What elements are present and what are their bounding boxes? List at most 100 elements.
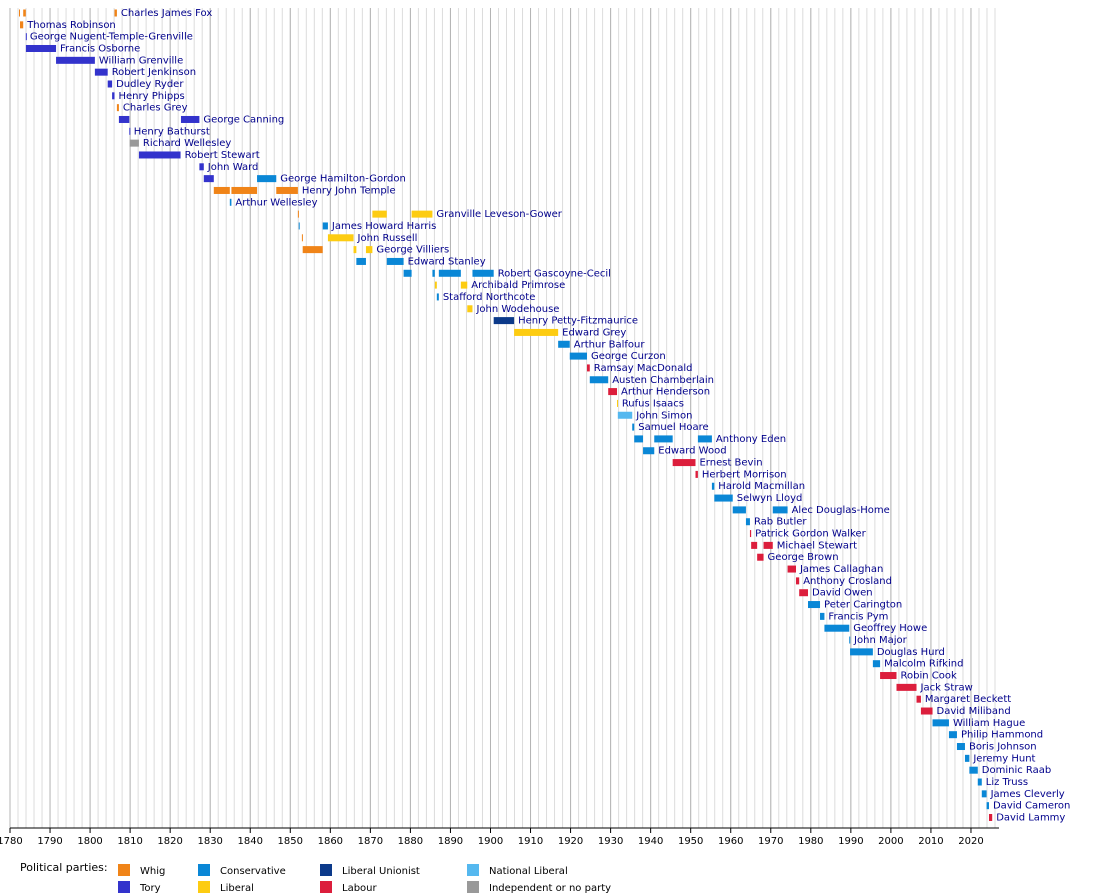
x-tick-label: 1800 xyxy=(77,836,102,847)
term-bar xyxy=(850,648,873,656)
term-bar xyxy=(19,9,21,17)
legend-swatch xyxy=(198,864,210,876)
term-bar xyxy=(589,376,609,384)
term-bar xyxy=(617,399,619,407)
term-bar xyxy=(138,151,181,159)
person-label: Selwyn Lloyd xyxy=(737,493,803,504)
person-label: Rufus Isaacs xyxy=(622,398,684,409)
term-bar xyxy=(617,411,633,419)
person-label: Ernest Bevin xyxy=(699,458,762,469)
person-label: George Nugent-Temple-Grenville xyxy=(30,32,193,43)
term-bar xyxy=(365,246,373,254)
person-label: Samuel Hoare xyxy=(638,422,708,433)
term-bar xyxy=(880,672,897,680)
term-bar xyxy=(986,802,989,810)
person-label: Henry Bathurst xyxy=(134,126,210,137)
term-bar xyxy=(356,257,366,265)
x-tick-label: 1930 xyxy=(598,836,623,847)
term-bar xyxy=(322,222,328,230)
person-label: Archibald Primrose xyxy=(471,280,565,291)
term-bar xyxy=(981,790,987,798)
person-label: James Callaghan xyxy=(799,564,883,575)
person-label: John Major xyxy=(853,635,908,646)
x-tick-label: 1940 xyxy=(638,836,663,847)
term-bar xyxy=(956,743,965,751)
term-bar xyxy=(697,435,712,443)
term-bar xyxy=(714,494,733,502)
person-label: Edward Stanley xyxy=(408,256,486,267)
x-tick-label: 1900 xyxy=(478,836,503,847)
person-label: Richard Wellesley xyxy=(143,138,231,149)
term-bar xyxy=(56,56,95,64)
term-bar xyxy=(964,754,970,762)
term-bar xyxy=(763,541,773,549)
term-bar xyxy=(732,506,746,514)
legend-swatch xyxy=(320,881,332,893)
person-label: Malcolm Rifkind xyxy=(884,659,963,670)
term-bar xyxy=(932,719,949,727)
person-label: Francis Osborne xyxy=(60,43,140,54)
term-bar xyxy=(231,186,258,194)
term-bar xyxy=(849,636,851,644)
term-bar xyxy=(301,234,303,242)
term-bar xyxy=(799,589,809,597)
term-bar xyxy=(436,293,439,301)
term-bar xyxy=(514,328,559,336)
x-tick-label: 1890 xyxy=(438,836,463,847)
person-label: David Miliband xyxy=(937,706,1011,717)
term-bar xyxy=(327,234,354,242)
person-label: George Hamilton-Gordon xyxy=(280,174,406,185)
term-bar xyxy=(438,269,461,277)
term-bar xyxy=(112,92,115,100)
person-label: George Villiers xyxy=(376,245,449,256)
term-bar xyxy=(745,518,750,526)
term-bar xyxy=(969,766,978,774)
x-tick-label: 1820 xyxy=(157,836,182,847)
term-bar xyxy=(114,9,117,17)
x-tick-label: 1950 xyxy=(678,836,703,847)
person-label: Peter Carington xyxy=(824,600,902,611)
term-bar xyxy=(23,9,26,17)
term-bar xyxy=(460,281,468,289)
term-bar xyxy=(403,269,412,277)
term-bar xyxy=(634,435,644,443)
person-label: John Simon xyxy=(635,410,692,421)
person-label: George Curzon xyxy=(591,351,666,362)
person-label: George Brown xyxy=(768,552,839,563)
legend-label: National Liberal xyxy=(489,866,568,877)
term-bar xyxy=(467,305,473,313)
person-label: David Lammy xyxy=(996,813,1065,824)
person-label: Anthony Eden xyxy=(716,434,786,445)
term-bar xyxy=(180,115,200,123)
x-tick-label: 1960 xyxy=(718,836,743,847)
term-bar xyxy=(711,482,715,490)
person-label: Liz Truss xyxy=(986,777,1028,788)
legend-label: Liberal Unionist xyxy=(342,866,420,877)
term-bar xyxy=(20,21,24,29)
term-bar xyxy=(116,104,119,112)
term-bar xyxy=(872,660,881,668)
person-label: William Grenville xyxy=(99,55,183,66)
term-bar xyxy=(695,470,698,478)
person-label: Dudley Ryder xyxy=(116,79,184,90)
person-label: Boris Johnson xyxy=(969,742,1037,753)
term-bar xyxy=(276,186,298,194)
term-bar xyxy=(203,175,214,183)
x-tick-label: 2010 xyxy=(918,836,943,847)
person-label: Margaret Beckett xyxy=(925,694,1011,705)
term-bar xyxy=(820,612,825,620)
person-label: Henry John Temple xyxy=(302,185,396,196)
x-tick-label: 1990 xyxy=(838,836,863,847)
term-bar xyxy=(118,115,130,123)
term-bar xyxy=(948,731,957,739)
legend-label: Conservative xyxy=(220,866,286,877)
term-bar xyxy=(558,340,570,348)
x-tick-label: 1850 xyxy=(278,836,303,847)
person-label: Granville Leveson-Gower xyxy=(436,209,562,220)
x-tick-label: 1870 xyxy=(358,836,383,847)
person-label: Arthur Balfour xyxy=(574,339,646,350)
legend-swatch xyxy=(467,881,479,893)
legend-label: Independent or no party xyxy=(489,883,611,894)
term-bar xyxy=(199,163,204,171)
term-bar xyxy=(751,541,758,549)
